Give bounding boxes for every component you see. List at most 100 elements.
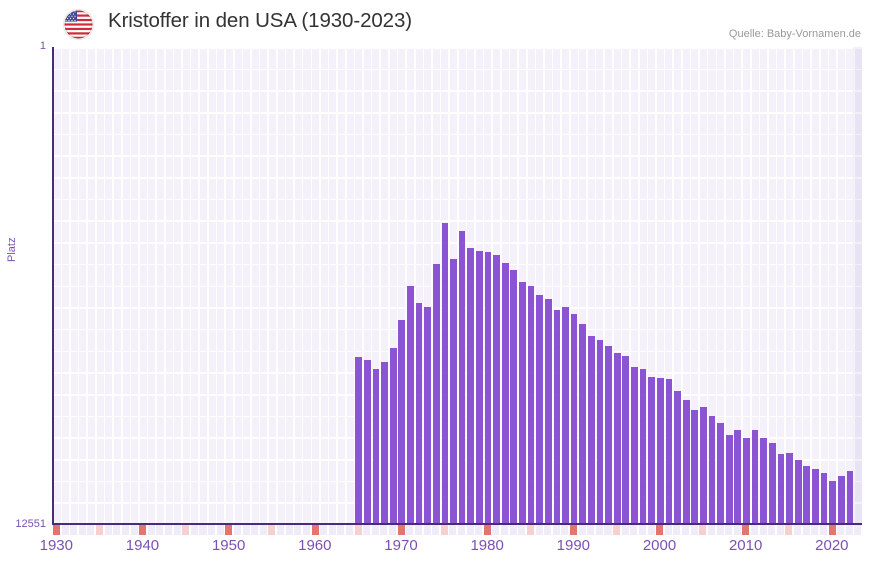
gridline-horizontal: [52, 155, 862, 157]
x-tick-plain: [113, 525, 121, 535]
x-tick-major: [828, 525, 836, 535]
x-tick-plain: [690, 525, 698, 535]
bar[interactable]: [777, 454, 785, 524]
bar[interactable]: [458, 230, 466, 524]
x-tick-plain: [501, 525, 509, 535]
bar[interactable]: [682, 399, 690, 524]
y-axis-line: [52, 47, 54, 525]
x-tick-plain: [78, 525, 86, 535]
bar[interactable]: [493, 254, 500, 524]
x-axis-tick-label: 2010: [728, 537, 763, 554]
x-tick-plain: [87, 525, 95, 535]
bar[interactable]: [803, 466, 811, 524]
bar[interactable]: [812, 468, 819, 524]
bar[interactable]: [372, 369, 380, 524]
bar[interactable]: [424, 306, 431, 524]
x-tick-plain: [251, 525, 259, 535]
x-tick-plain: [380, 525, 388, 535]
bar[interactable]: [450, 259, 457, 524]
bar[interactable]: [837, 475, 845, 524]
bar[interactable]: [743, 438, 750, 524]
x-tick-plain: [552, 525, 560, 535]
bar-series: [52, 47, 862, 524]
bar[interactable]: [613, 352, 621, 524]
bar[interactable]: [717, 422, 724, 524]
x-tick-plain: [492, 525, 500, 535]
bar[interactable]: [665, 378, 673, 524]
bar[interactable]: [510, 270, 518, 524]
bar[interactable]: [389, 348, 397, 524]
bar[interactable]: [579, 324, 587, 524]
x-tick-minor: [268, 525, 276, 535]
bar[interactable]: [820, 472, 828, 524]
bar[interactable]: [622, 356, 630, 524]
bar[interactable]: [501, 262, 509, 524]
bar[interactable]: [484, 252, 492, 524]
x-tick-plain: [173, 525, 181, 535]
bar[interactable]: [700, 407, 707, 524]
bar[interactable]: [432, 264, 440, 524]
x-tick-minor: [182, 525, 190, 535]
bar[interactable]: [363, 359, 371, 524]
x-tick-plain: [673, 525, 681, 535]
x-tick-plain: [776, 525, 784, 535]
bar[interactable]: [536, 294, 544, 524]
bar[interactable]: [708, 416, 716, 524]
bar[interactable]: [674, 391, 681, 524]
bar[interactable]: [846, 471, 854, 524]
bar[interactable]: [631, 367, 638, 524]
bar[interactable]: [768, 443, 776, 524]
bar[interactable]: [519, 281, 526, 524]
bar[interactable]: [398, 319, 406, 524]
bar[interactable]: [639, 369, 647, 524]
bar[interactable]: [562, 306, 569, 524]
x-axis-tick-label: 2020: [815, 537, 849, 554]
bar[interactable]: [544, 298, 552, 524]
x-tick-major: [570, 525, 578, 535]
bar[interactable]: [381, 361, 388, 524]
bar[interactable]: [734, 430, 742, 524]
x-axis-tick-label: 1990: [556, 537, 591, 554]
bar[interactable]: [605, 346, 612, 524]
bar[interactable]: [570, 313, 578, 524]
bar[interactable]: [415, 303, 423, 524]
bar[interactable]: [648, 377, 656, 524]
gridline-horizontal: [52, 198, 862, 201]
x-axis-tick-strip: [52, 525, 862, 535]
x-tick-minor: [440, 525, 448, 535]
x-tick-plain: [242, 525, 250, 535]
bar[interactable]: [691, 409, 699, 524]
bar[interactable]: [760, 438, 768, 524]
x-tick-plain: [509, 525, 517, 535]
bar[interactable]: [355, 356, 363, 524]
bar[interactable]: [829, 481, 836, 524]
bar[interactable]: [656, 378, 664, 524]
bar[interactable]: [407, 285, 414, 524]
x-tick-plain: [104, 525, 112, 535]
gridline-horizontal: [52, 502, 862, 504]
bar[interactable]: [467, 247, 475, 524]
x-tick-plain: [725, 525, 733, 535]
x-tick-plain: [682, 525, 690, 535]
bar[interactable]: [794, 459, 802, 524]
x-tick-plain: [466, 525, 474, 535]
x-tick-plain: [233, 525, 241, 535]
bar[interactable]: [751, 430, 759, 524]
bar[interactable]: [475, 250, 483, 524]
x-tick-plain: [423, 525, 431, 535]
x-tick-major: [311, 525, 319, 535]
x-tick-plain: [277, 525, 285, 535]
grid-lines: [52, 47, 862, 524]
bar[interactable]: [553, 310, 561, 524]
bar[interactable]: [441, 223, 449, 524]
bar[interactable]: [527, 286, 535, 524]
x-tick-plain: [845, 525, 853, 535]
x-tick-major: [483, 525, 491, 535]
bar[interactable]: [588, 335, 595, 524]
x-tick-plain: [638, 525, 646, 535]
gridline-horizontal: [52, 393, 862, 396]
bar[interactable]: [786, 453, 793, 524]
bar[interactable]: [596, 340, 604, 524]
bar[interactable]: [725, 434, 733, 524]
x-tick-major: [656, 525, 664, 535]
